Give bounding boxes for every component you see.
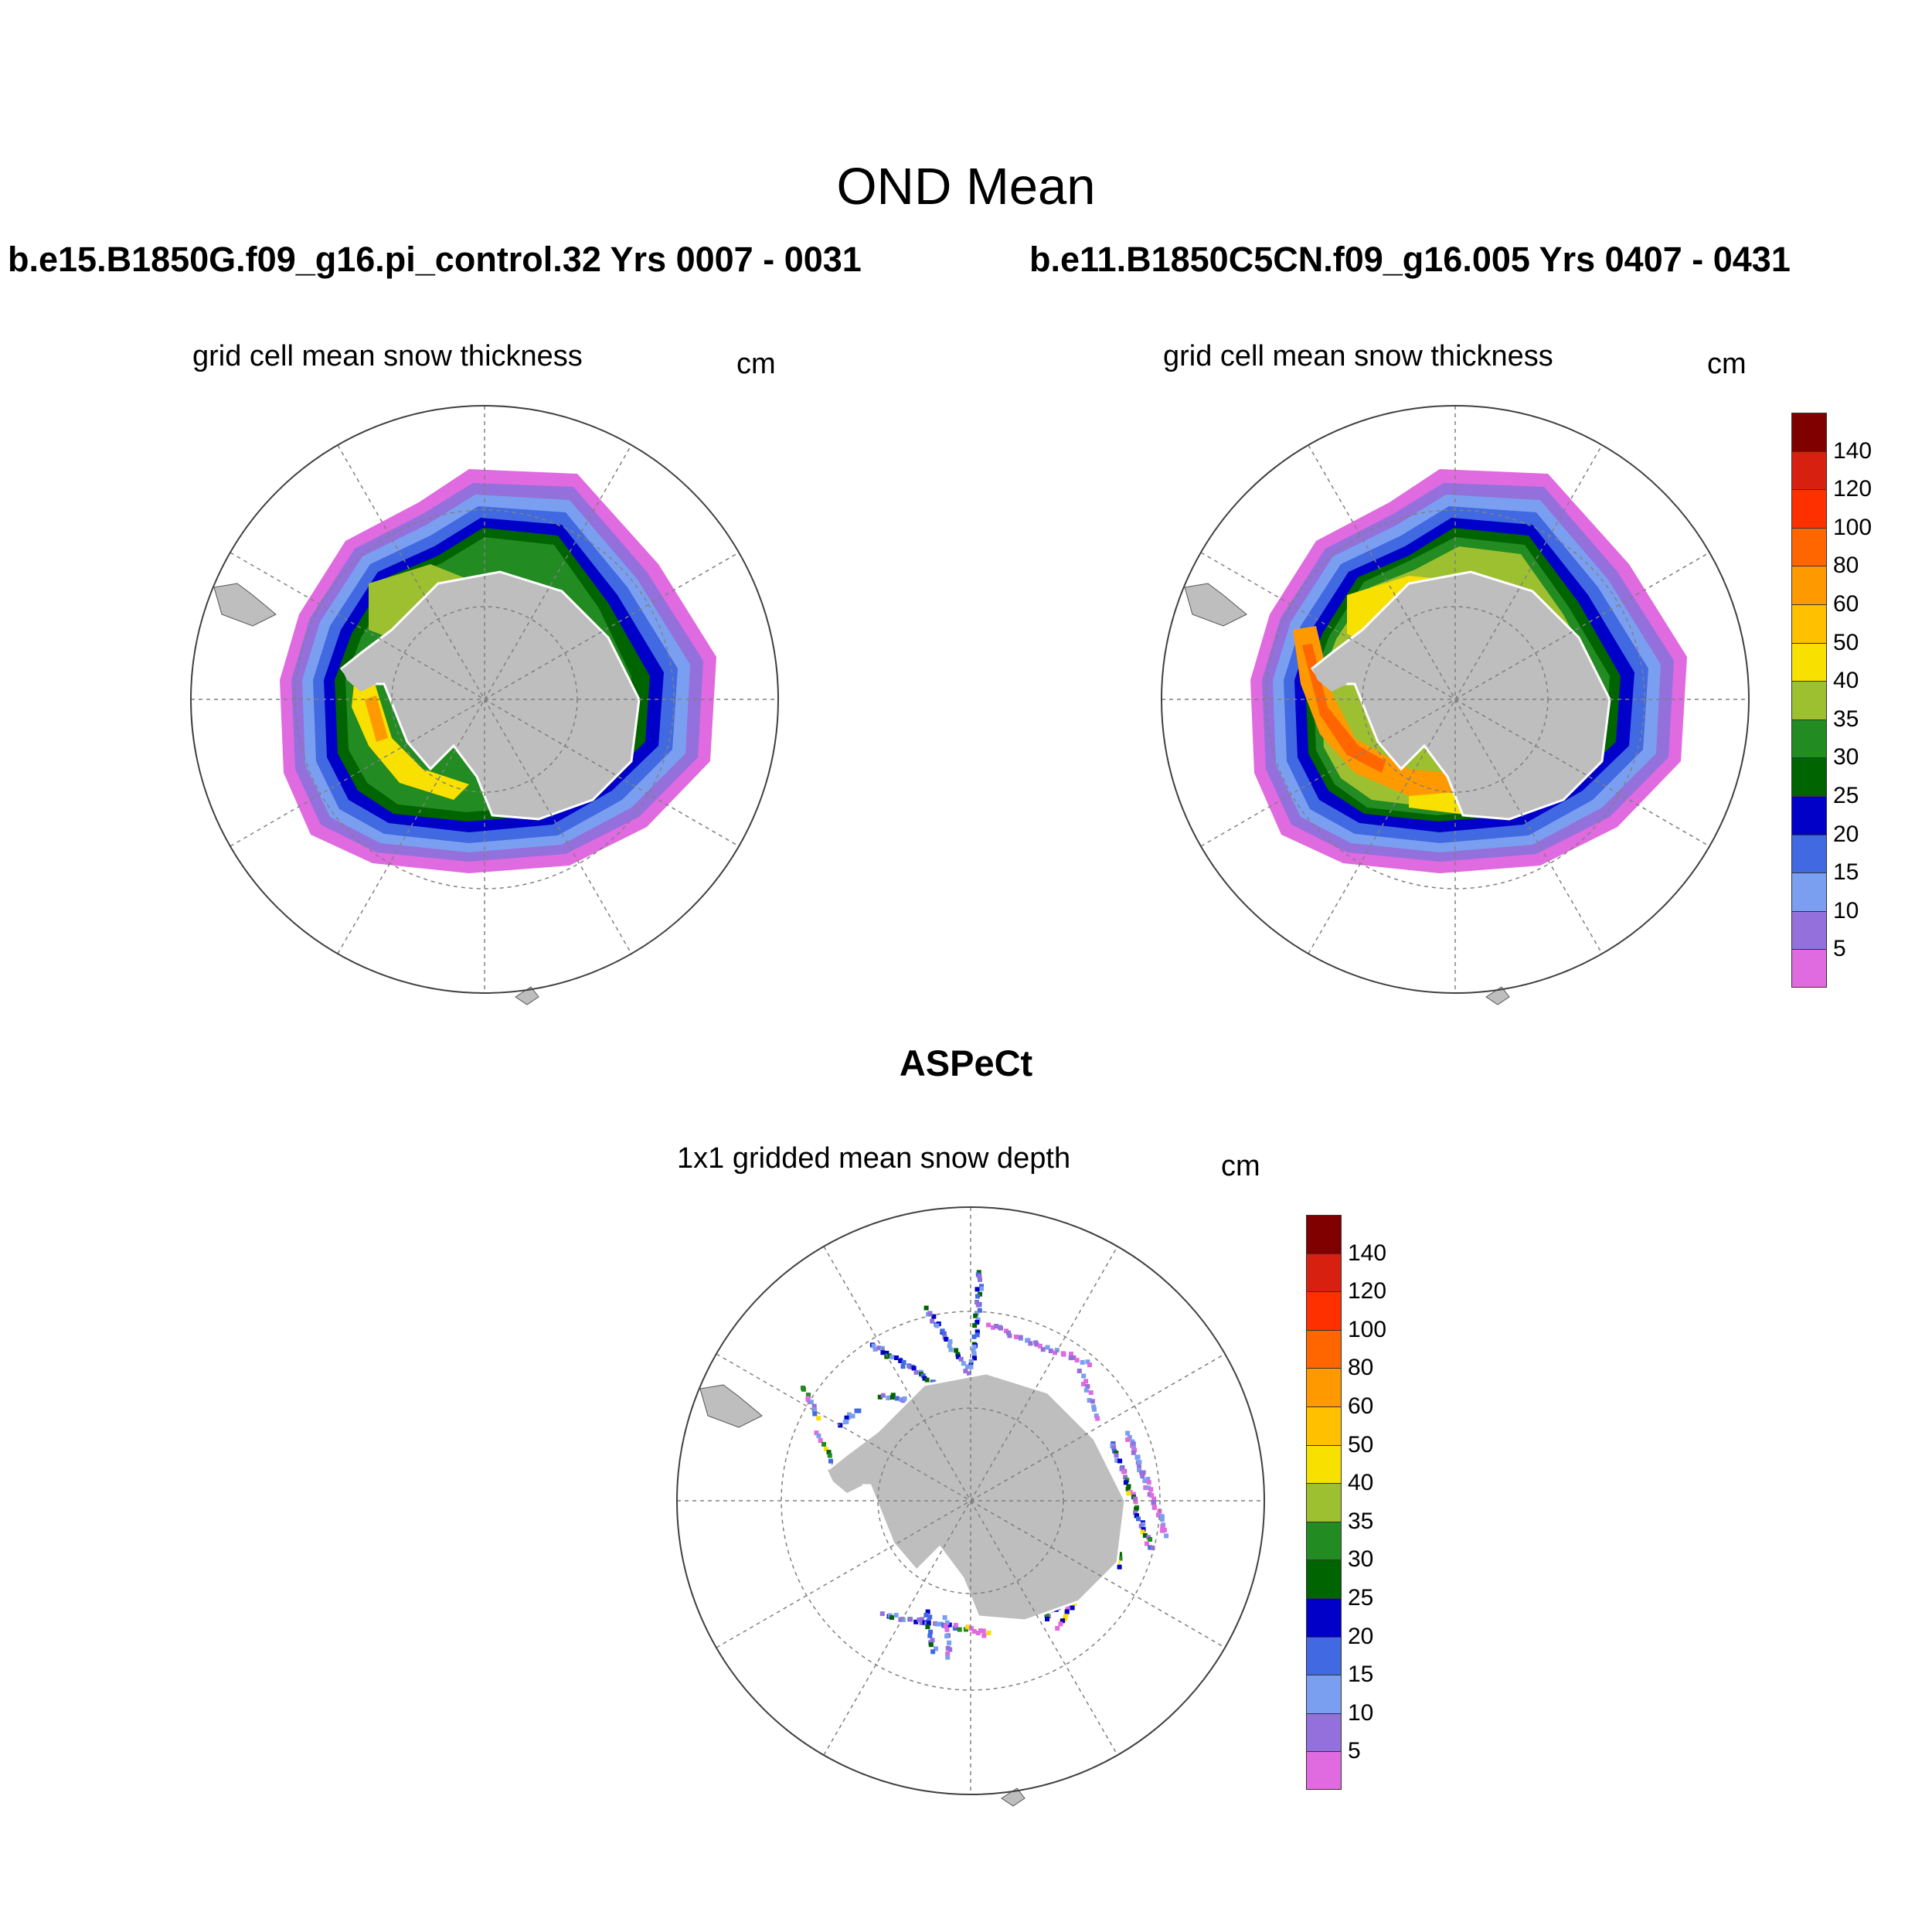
south-america-land — [213, 583, 277, 627]
colorbar-box-bottom-8 — [1306, 1521, 1342, 1560]
peninsula-land — [342, 665, 376, 692]
units-bottom: cm — [1221, 1150, 1260, 1182]
colorbar-labels-right: 140 120 100 80 60 50 40 35 30 25 20 15 10 5 — [1833, 413, 1910, 1031]
observation-title: ASPeCt — [899, 1043, 1033, 1083]
antarctica-land — [825, 1372, 1127, 1622]
colorbar-label-bottom-8: 30 — [1348, 1546, 1374, 1573]
colorbar-box-right-8 — [1791, 719, 1827, 758]
colorbar-box-right-10 — [1791, 795, 1827, 835]
colorbar-label-right-0: 140 — [1833, 437, 1872, 464]
colorbar-box-bottom-3 — [1306, 1329, 1342, 1369]
colorbar-box-bottom-14 — [1306, 1751, 1342, 1790]
colorbar-box-bottom-9 — [1306, 1560, 1342, 1598]
colorbar-label-right-6: 40 — [1833, 668, 1859, 694]
map-boundary — [676, 1206, 1265, 1795]
map-boundary — [1161, 405, 1750, 994]
colorbar-label-right-10: 20 — [1833, 821, 1859, 847]
colorbar-label-right-4: 60 — [1833, 591, 1859, 617]
colorbar-label-bottom-11: 15 — [1348, 1662, 1374, 1688]
colorbar-box-right-5 — [1791, 604, 1827, 643]
colorbar-label-right-12: 10 — [1833, 897, 1859, 923]
colorbar-label-bottom-1: 120 — [1348, 1278, 1387, 1304]
run-label-right: b.e11.B1850C5CN.f09_g16.005 Yrs 0407 - 0… — [1029, 240, 1791, 279]
units-right: cm — [1707, 348, 1747, 380]
colorbar-label-right-9: 25 — [1833, 783, 1859, 808]
colorbar-box-right-0 — [1791, 413, 1827, 451]
polar-map-left — [190, 405, 779, 1005]
colorbar-label-right-3: 80 — [1833, 553, 1859, 579]
units-left: cm — [736, 348, 776, 380]
colorbar-box-bottom-6 — [1306, 1444, 1342, 1484]
colorbar-label-right-2: 100 — [1833, 514, 1872, 540]
colorbar-box-bottom-13 — [1306, 1713, 1342, 1752]
run-label-left: b.e15.B1850G.f09_g16.pi_control.32 Yrs 0… — [8, 240, 862, 279]
colorbar-box-right-11 — [1791, 834, 1827, 873]
colorbar-label-bottom-9: 25 — [1348, 1585, 1374, 1611]
colorbar-label-bottom-4: 60 — [1348, 1393, 1374, 1419]
snow-patch-orange — [365, 696, 388, 742]
colorbar-label-bottom-10: 20 — [1348, 1623, 1374, 1649]
colorbar-box-bottom-11 — [1306, 1636, 1342, 1675]
graticule — [1162, 406, 1749, 993]
colorbar-right — [1791, 413, 1827, 988]
map-boundary — [190, 405, 779, 994]
plot-title-bottom: 1x1 gridded mean snow depth — [677, 1142, 1071, 1175]
south-america-land — [1184, 583, 1247, 627]
figure-title: OND Mean — [836, 158, 1096, 216]
colorbar-box-bottom-12 — [1306, 1675, 1342, 1713]
colorbar-label-bottom-3: 80 — [1348, 1355, 1374, 1381]
peninsula-land — [828, 1466, 862, 1493]
colorbar-box-bottom-4 — [1306, 1368, 1342, 1406]
antarctica-land — [1310, 570, 1611, 821]
colorbar-label-right-7: 35 — [1833, 706, 1859, 732]
colorbar-label-right-13: 5 — [1833, 936, 1846, 962]
plot-title-right: grid cell mean snow thickness — [1163, 340, 1553, 372]
colorbar-labels-bottom: 140 120 100 80 60 50 40 35 30 25 20 15 10 5 — [1348, 1215, 1425, 1833]
colorbar-box-right-2 — [1791, 489, 1827, 528]
colorbar-box-right-7 — [1791, 681, 1827, 719]
colorbar-label-right-5: 50 — [1833, 629, 1859, 655]
graticule — [677, 1207, 1264, 1794]
colorbar-box-bottom-1 — [1306, 1253, 1342, 1292]
plot-title-left: grid cell mean snow thickness — [192, 340, 583, 372]
colorbar-bottom — [1306, 1215, 1342, 1790]
south-america-land — [699, 1384, 763, 1428]
colorbar-label-bottom-5: 50 — [1348, 1431, 1374, 1458]
colorbar-box-bottom-0 — [1306, 1215, 1342, 1253]
antarctica-land — [339, 570, 641, 821]
colorbar-label-bottom-13: 5 — [1348, 1738, 1361, 1764]
colorbar-label-right-8: 30 — [1833, 744, 1859, 770]
colorbar-box-bottom-10 — [1306, 1597, 1342, 1637]
snow-patch-red — [1302, 644, 1386, 773]
colorbar-box-bottom-5 — [1306, 1406, 1342, 1445]
colorbar-box-right-4 — [1791, 566, 1827, 604]
graticule — [191, 406, 778, 993]
colorbar-box-right-12 — [1791, 872, 1827, 911]
colorbar-label-bottom-7: 35 — [1348, 1508, 1374, 1534]
colorbar-box-right-14 — [1791, 949, 1827, 988]
colorbar-label-right-11: 15 — [1833, 859, 1859, 886]
colorbar-label-bottom-2: 100 — [1348, 1316, 1387, 1342]
peninsula-land — [1312, 665, 1347, 692]
colorbar-box-right-6 — [1791, 642, 1827, 682]
colorbar-label-bottom-0: 140 — [1348, 1240, 1387, 1266]
colorbar-box-right-3 — [1791, 527, 1827, 566]
colorbar-box-bottom-7 — [1306, 1483, 1342, 1522]
colorbar-box-right-9 — [1791, 757, 1827, 796]
polar-map-bottom — [676, 1206, 1265, 1807]
colorbar-label-bottom-6: 40 — [1348, 1470, 1374, 1496]
polar-map-right — [1161, 405, 1750, 1005]
colorbar-box-bottom-2 — [1306, 1291, 1342, 1330]
colorbar-box-right-1 — [1791, 451, 1827, 490]
colorbar-label-right-1: 120 — [1833, 476, 1872, 502]
colorbar-label-bottom-12: 10 — [1348, 1699, 1374, 1726]
colorbar-box-right-13 — [1791, 910, 1827, 950]
